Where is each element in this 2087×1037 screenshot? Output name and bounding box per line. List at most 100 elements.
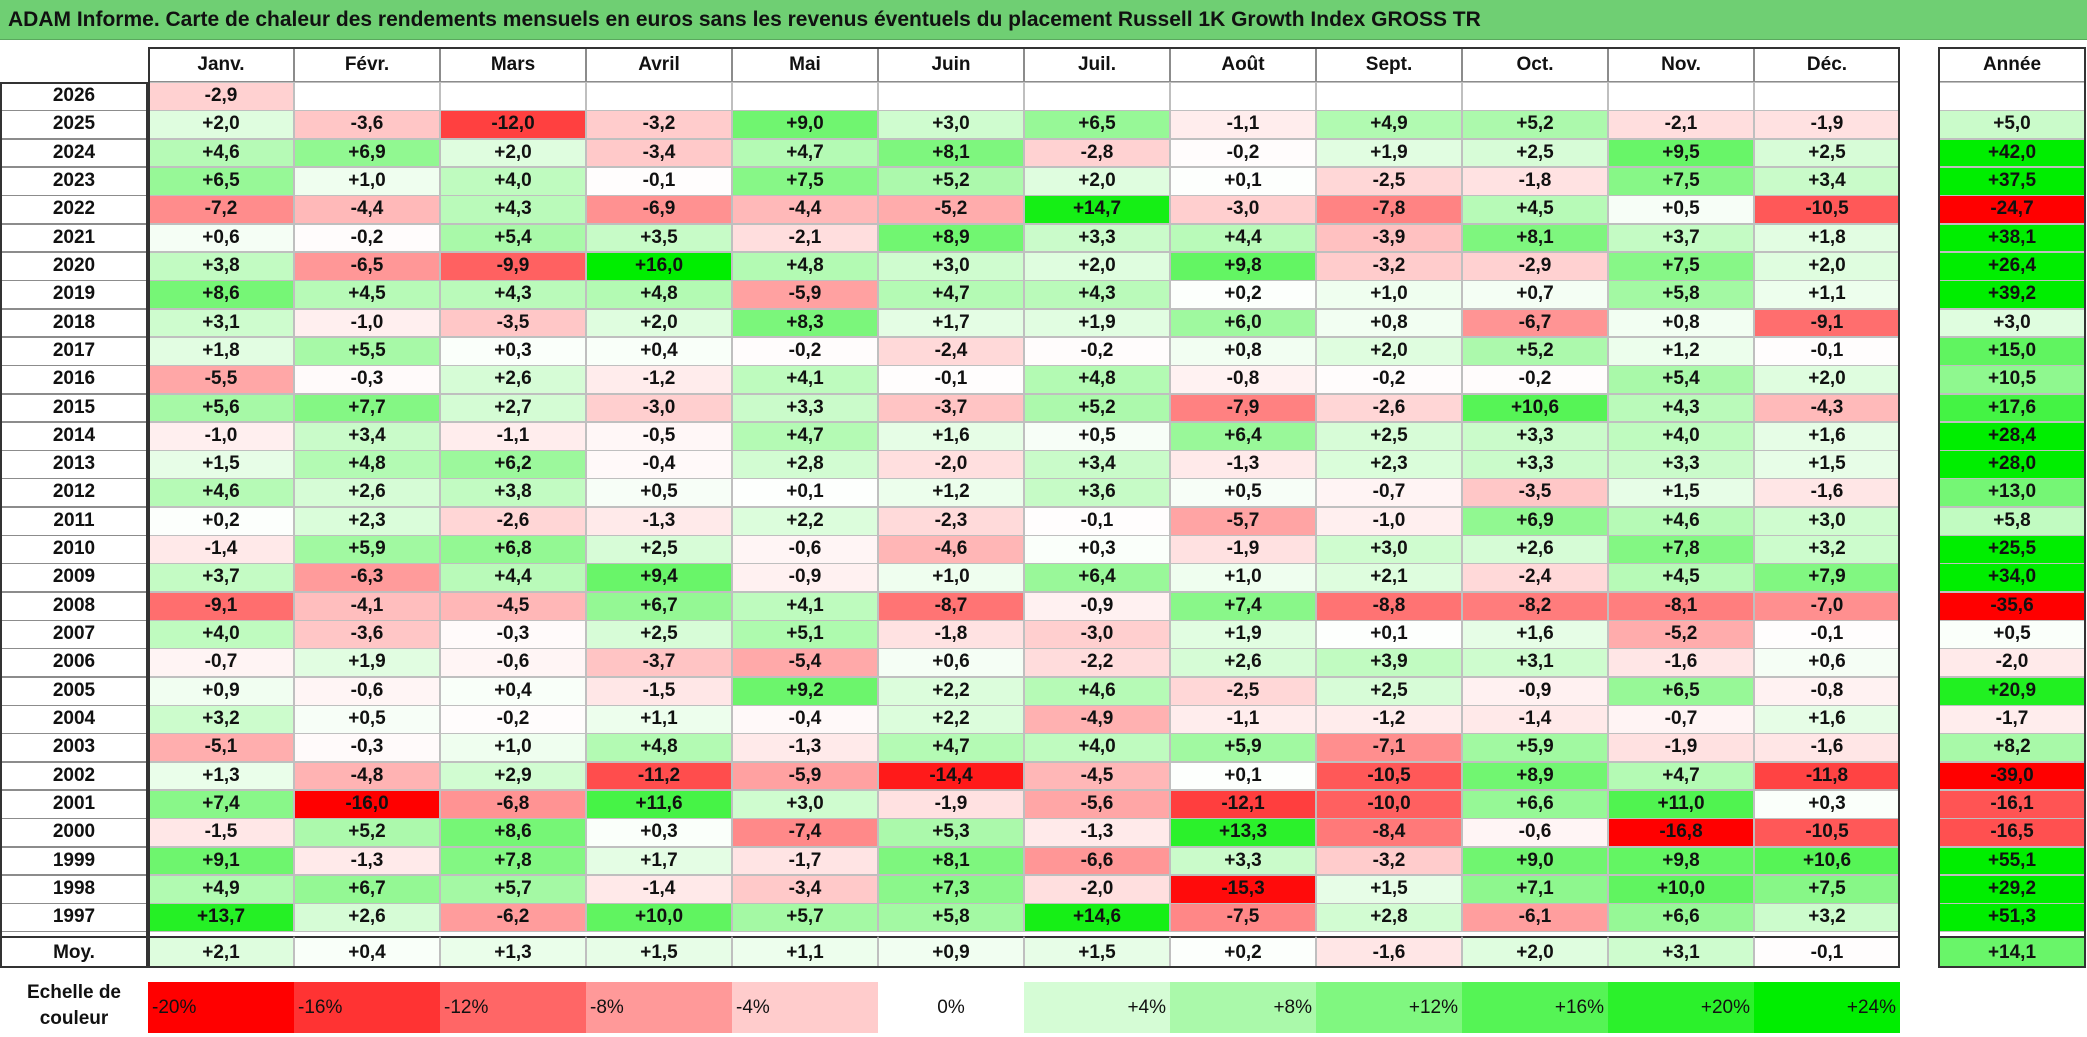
heatmap-cell: +9,1	[148, 846, 294, 876]
heatmap-cell: -0,6	[1462, 818, 1608, 848]
heatmap-cell: -1,2	[1316, 705, 1462, 734]
heatmap-cell: +6,7	[586, 591, 732, 621]
heatmap-cell: -6,3	[294, 563, 440, 593]
heatmap-cell: +4,0	[1024, 733, 1170, 763]
heatmap-cell: +4,1	[732, 365, 878, 394]
month-header: Avril	[586, 47, 732, 82]
heatmap-cell: -0,4	[586, 450, 732, 479]
heatmap-cell: -2,3	[878, 506, 1024, 536]
heatmap-cell: -3,4	[586, 138, 732, 168]
heatmap-cell: +4,0	[148, 620, 294, 649]
heatmap-cell: +2,1	[1316, 563, 1462, 593]
heatmap-cell: -4,9	[1024, 705, 1170, 734]
heatmap-cell: -0,1	[1024, 506, 1170, 536]
heatmap-cell: -0,2	[294, 223, 440, 253]
heatmap-cell: +1,8	[148, 336, 294, 366]
average-label: Moy.	[0, 936, 148, 968]
heatmap-cell: +7,8	[1608, 535, 1754, 564]
heatmap-cell: +7,7	[294, 393, 440, 423]
heatmap-cell: +6,5	[1608, 676, 1754, 706]
average-cell: +1,5	[586, 936, 732, 968]
annual-cell: +28,4	[1938, 421, 2086, 451]
heatmap-cell	[586, 82, 732, 111]
heatmap-cell: +6,7	[294, 874, 440, 904]
heatmap-cell: +5,1	[732, 620, 878, 649]
heatmap-cell: +0,4	[440, 676, 586, 706]
year-label: 2007	[0, 620, 148, 649]
heatmap-cell: -0,2	[1462, 365, 1608, 394]
heatmap-cell: -1,0	[294, 308, 440, 338]
year-label: 2012	[0, 478, 148, 508]
average-cell: +2,1	[148, 936, 294, 968]
heatmap-cell: +4,6	[1024, 676, 1170, 706]
heatmap-cell: -6,6	[1024, 846, 1170, 876]
heatmap-cell: -2,6	[1316, 393, 1462, 423]
heatmap-cell: -0,2	[440, 705, 586, 734]
heatmap-cell: +7,9	[1754, 563, 1900, 593]
heatmap-cell: -2,0	[1024, 874, 1170, 904]
color-scale-swatch: +4%	[1024, 982, 1170, 1033]
heatmap-cell: -10,5	[1754, 818, 1900, 848]
year-label: 2022	[0, 195, 148, 225]
heatmap-cell: -1,6	[1608, 648, 1754, 678]
month-header: Mars	[440, 47, 586, 82]
heatmap-cell: +1,2	[878, 478, 1024, 508]
heatmap-cell: -1,9	[1608, 733, 1754, 763]
annual-cell: +15,0	[1938, 336, 2086, 366]
heatmap-cell: +8,3	[732, 308, 878, 338]
heatmap-cell: +4,5	[294, 280, 440, 310]
heatmap-cell: +3,0	[878, 110, 1024, 140]
year-label: 2004	[0, 705, 148, 734]
heatmap-cell: -10,0	[1316, 790, 1462, 819]
heatmap-cell: +3,8	[440, 478, 586, 508]
color-scale-label-line: couleur	[39, 1008, 109, 1029]
heatmap-cell: +0,1	[1170, 166, 1316, 196]
heatmap-cell: -0,9	[1024, 591, 1170, 621]
average-cell: +0,9	[878, 936, 1024, 968]
heatmap-cell: +6,6	[1462, 790, 1608, 819]
annual-cell: +20,9	[1938, 676, 2086, 706]
heatmap-cell: -7,5	[1170, 903, 1316, 933]
year-label: 2019	[0, 280, 148, 310]
heatmap-cell: -7,8	[1316, 195, 1462, 225]
heatmap-cell: +2,8	[732, 450, 878, 479]
heatmap-cell: +3,2	[1754, 903, 1900, 933]
year-label: 2001	[0, 790, 148, 819]
heatmap-cell: +3,7	[1608, 223, 1754, 253]
heatmap-cell: +4,7	[732, 421, 878, 451]
heatmap-cell: +8,9	[878, 223, 1024, 253]
heatmap-cell: +2,5	[1462, 138, 1608, 168]
heatmap-cell: -7,1	[1316, 733, 1462, 763]
annual-cell: +29,2	[1938, 874, 2086, 904]
heatmap-cell: -8,8	[1316, 591, 1462, 621]
annual-cell: +55,1	[1938, 846, 2086, 876]
annual-cell: +13,0	[1938, 478, 2086, 508]
heatmap-cell: -3,7	[878, 393, 1024, 423]
year-label: 2017	[0, 336, 148, 366]
heatmap-cell: +6,4	[1170, 421, 1316, 451]
average-cell: +0,4	[294, 936, 440, 968]
heatmap-cell: +3,4	[1024, 450, 1170, 479]
heatmap-cell: +2,0	[586, 308, 732, 338]
heatmap-cell: -0,3	[440, 620, 586, 649]
heatmap-cell: +2,6	[294, 903, 440, 933]
heatmap-cell: +2,5	[586, 620, 732, 649]
heatmap-cell: -5,9	[732, 761, 878, 791]
heatmap-cell: +0,8	[1316, 308, 1462, 338]
heatmap-cell: +2,0	[1316, 336, 1462, 366]
heatmap-cell: +3,2	[148, 705, 294, 734]
heatmap-cell: +4,0	[1608, 421, 1754, 451]
annual-cell: +38,1	[1938, 223, 2086, 253]
year-label: 2003	[0, 733, 148, 763]
heatmap-cell: -8,2	[1462, 591, 1608, 621]
heatmap-cell: -0,3	[294, 733, 440, 763]
heatmap-cell: +1,6	[1462, 620, 1608, 649]
heatmap-cell: +6,4	[1024, 563, 1170, 593]
color-scale-label-line: Echelle de	[27, 982, 121, 1003]
heatmap-cell: +1,0	[1316, 280, 1462, 310]
heatmap-cell: -0,1	[1754, 620, 1900, 649]
heatmap-cell: +3,3	[1024, 223, 1170, 253]
heatmap-cell: -8,7	[878, 591, 1024, 621]
heatmap-cell: +5,5	[294, 336, 440, 366]
heatmap-cell: +2,9	[440, 761, 586, 791]
